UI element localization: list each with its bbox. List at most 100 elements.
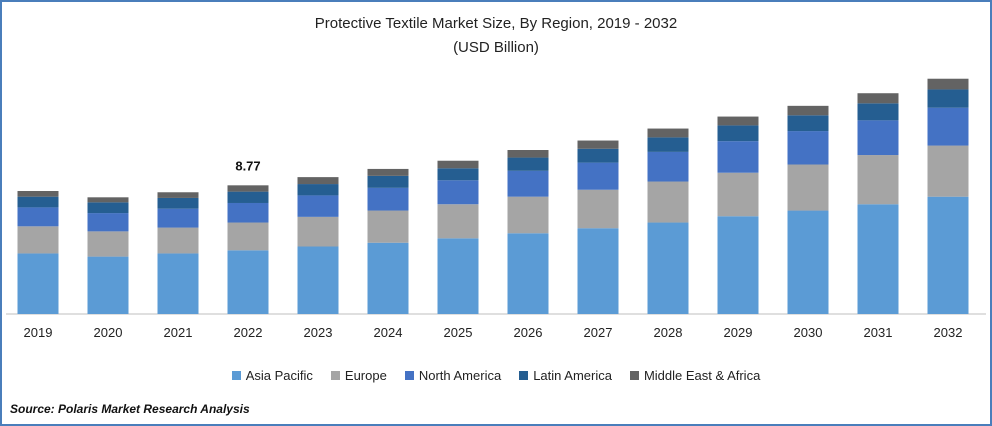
bar-2020-europe (87, 231, 129, 257)
bar-2019-north-america (17, 207, 59, 227)
legend-label: North America (418, 368, 502, 383)
legend-swatch (629, 371, 639, 380)
x-tick-label-2026: 2026 (514, 325, 543, 340)
bar-2032-asia-pacific (927, 196, 969, 314)
bar-2026-north-america (507, 170, 549, 197)
bar-2026-asia-pacific (507, 233, 549, 314)
data-label-2022: 8.77 (235, 158, 260, 173)
bar-2024-middle-east-africa (367, 168, 409, 176)
bar-2030-europe (787, 164, 829, 211)
x-tick-label-2029: 2029 (724, 325, 753, 340)
bar-2028-asia-pacific (647, 222, 689, 314)
bar-2024-north-america (367, 187, 409, 211)
bar-2028-europe (647, 181, 689, 223)
bar-2021-europe (157, 227, 199, 254)
bar-2019-asia-pacific (17, 253, 59, 314)
legend-label: Europe (344, 368, 387, 383)
legend-label: Asia Pacific (245, 368, 313, 383)
bar-2031-latin-america (857, 103, 899, 121)
bar-2022-north-america (227, 202, 269, 223)
bar-2019-middle-east-africa (17, 191, 59, 197)
bar-2022-asia-pacific (227, 250, 269, 314)
bar-2023-middle-east-africa (297, 177, 339, 185)
bar-2027-middle-east-africa (577, 140, 619, 149)
bar-2031-europe (857, 155, 899, 205)
bar-2028-north-america (647, 151, 689, 182)
bar-2021-north-america (157, 208, 199, 228)
legend-swatch (231, 371, 241, 380)
legend-swatch (519, 371, 529, 380)
bar-2022-middle-east-africa (227, 185, 269, 192)
bar-2025-north-america (437, 180, 479, 205)
bar-2025-asia-pacific (437, 238, 479, 314)
bar-2032-latin-america (927, 89, 969, 108)
bar-2020-latin-america (87, 202, 129, 214)
legend-label: Middle East & Africa (643, 368, 761, 383)
bar-2031-middle-east-africa (857, 93, 899, 104)
bar-2020-north-america (87, 213, 129, 232)
bar-2031-north-america (857, 120, 899, 156)
bar-2032-europe (927, 145, 969, 197)
chart-legend: Asia Pacific Europe North America Latin Ame… (0, 368, 992, 383)
bar-2023-europe (297, 216, 339, 247)
bar-2029-latin-america (717, 125, 759, 142)
legend-label: Latin America (533, 368, 612, 383)
bar-2021-middle-east-africa (157, 192, 199, 198)
bar-2032-north-america (927, 107, 969, 146)
bar-2027-europe (577, 189, 619, 229)
bar-2030-asia-pacific (787, 210, 829, 314)
x-tick-label-2024: 2024 (374, 325, 403, 340)
bar-2024-asia-pacific (367, 242, 409, 314)
bar-2029-europe (717, 172, 759, 217)
x-tick-label-2031: 2031 (864, 325, 893, 340)
bar-2025-europe (437, 204, 479, 239)
bar-2025-latin-america (437, 168, 479, 181)
x-tick-label-2021: 2021 (164, 325, 193, 340)
bar-2029-north-america (717, 141, 759, 173)
source-note: Source: Polaris Market Research Analysis (10, 402, 250, 416)
bar-2024-latin-america (367, 175, 409, 188)
bar-2028-latin-america (647, 137, 689, 152)
x-tick-label-2028: 2028 (654, 325, 683, 340)
bar-2027-latin-america (577, 148, 619, 163)
chart-title: Protective Textile Market Size, By Regio… (314, 15, 678, 32)
legend-item-middle-east-africa: Middle East & Africa (629, 368, 761, 383)
bar-2030-middle-east-africa (787, 105, 829, 116)
bar-2026-europe (507, 196, 549, 234)
x-tick-label-2025: 2025 (444, 325, 473, 340)
bar-2028-middle-east-africa (647, 128, 689, 138)
x-tick-label-2032: 2032 (934, 325, 963, 340)
bar-2022-latin-america (227, 191, 269, 203)
legend-item-europe: Europe (330, 368, 387, 383)
legend-item-north-america: North America (404, 368, 502, 383)
legend-item-latin-america: Latin America (519, 368, 612, 383)
chart-subtitle: (USD Billion) (453, 39, 539, 56)
legend-swatch (330, 371, 340, 380)
bar-2031-asia-pacific (857, 204, 899, 314)
bar-2023-latin-america (297, 184, 339, 196)
bar-2021-latin-america (157, 197, 199, 209)
bar-2025-middle-east-africa (437, 160, 479, 169)
x-tick-label-2030: 2030 (794, 325, 823, 340)
legend-swatch (404, 371, 414, 380)
bar-2024-europe (367, 210, 409, 243)
x-tick-label-2027: 2027 (584, 325, 613, 340)
x-tick-label-2022: 2022 (234, 325, 263, 340)
bar-2030-north-america (787, 131, 829, 165)
bar-2019-latin-america (17, 196, 59, 208)
x-tick-label-2023: 2023 (304, 325, 333, 340)
bar-2022-europe (227, 222, 269, 251)
bar-2020-asia-pacific (87, 256, 129, 314)
bar-2023-asia-pacific (297, 246, 339, 314)
bar-2027-north-america (577, 162, 619, 190)
bar-2029-asia-pacific (717, 216, 759, 314)
x-tick-label-2020: 2020 (94, 325, 123, 340)
bar-2030-latin-america (787, 115, 829, 132)
bar-2026-latin-america (507, 157, 549, 171)
legend-item-asia-pacific: Asia Pacific (231, 368, 313, 383)
bar-2027-asia-pacific (577, 228, 619, 314)
x-tick-label-2019: 2019 (24, 325, 53, 340)
bar-2021-asia-pacific (157, 253, 199, 314)
bar-2023-north-america (297, 195, 339, 217)
